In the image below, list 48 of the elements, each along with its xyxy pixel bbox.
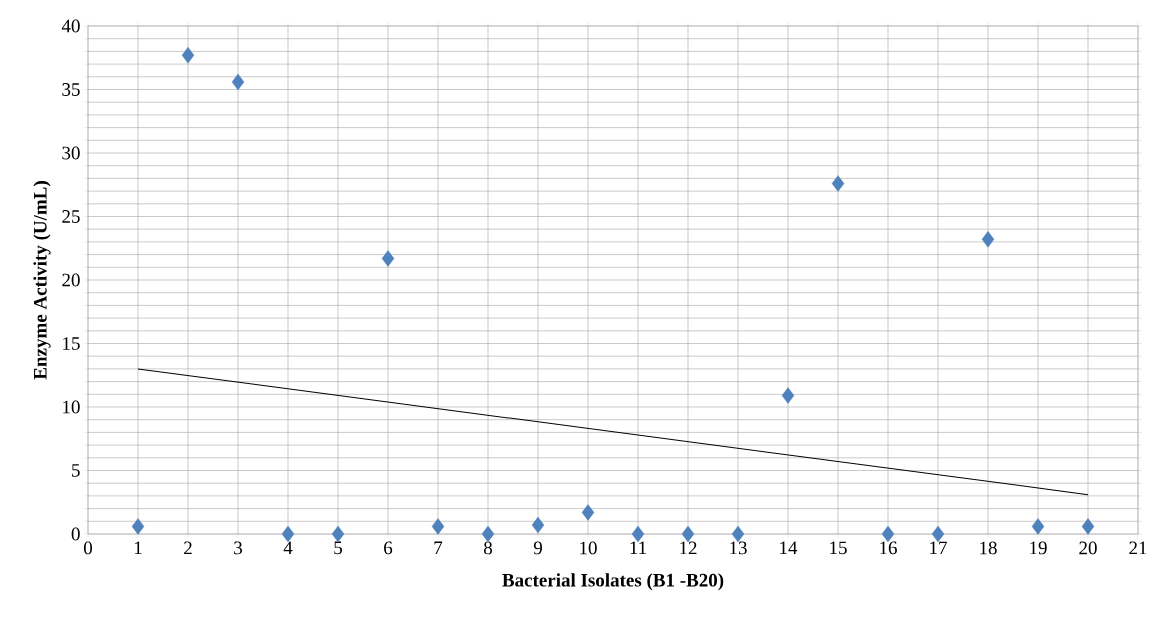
point bbox=[381, 250, 395, 267]
x-tick-label: 4 bbox=[283, 541, 293, 555]
point bbox=[281, 525, 295, 543]
point bbox=[181, 47, 195, 64]
x-tick-label: 16 bbox=[880, 541, 897, 555]
point bbox=[131, 518, 145, 535]
y-tick-label: 25 bbox=[62, 210, 80, 223]
point bbox=[581, 504, 595, 521]
x-tick-label: 19 bbox=[1030, 541, 1047, 555]
x-tick-label: 0 bbox=[83, 541, 93, 555]
y-tick-label: 10 bbox=[63, 400, 80, 414]
y-tick-label: 15 bbox=[63, 337, 80, 350]
x-tick-label: 20 bbox=[1079, 541, 1097, 555]
x-tick-label: 18 bbox=[980, 541, 997, 555]
point bbox=[831, 175, 845, 192]
x-tick-label: 21 bbox=[1129, 541, 1147, 555]
y-tick-label: 35 bbox=[62, 83, 80, 96]
x-tick-label: 10 bbox=[580, 541, 597, 555]
y-tick-label: 20 bbox=[62, 273, 80, 287]
x-tick-label: 11 bbox=[630, 541, 647, 555]
x-tick-label: 13 bbox=[730, 541, 747, 555]
y-axis-title: Enzyme Activity (U/mL) bbox=[33, 181, 51, 380]
x-axis-title: Bacterial Isolates (B1 -B20) bbox=[502, 573, 724, 591]
x-tick-label: 5 bbox=[334, 541, 343, 555]
x-tick-label: 6 bbox=[384, 541, 393, 555]
x-tick-label: 1 bbox=[134, 541, 142, 555]
x-tick-label: 14 bbox=[780, 541, 798, 555]
point bbox=[1081, 518, 1095, 535]
x-tick-label: 3 bbox=[234, 541, 243, 555]
point bbox=[781, 387, 795, 404]
x-tick-label: 2 bbox=[184, 541, 192, 555]
point bbox=[1031, 518, 1045, 535]
point bbox=[331, 525, 345, 543]
y-tick-label: 40 bbox=[61, 19, 80, 33]
y-tick-label: 30 bbox=[62, 146, 80, 160]
point bbox=[231, 73, 245, 91]
x-tick-label: 15 bbox=[830, 541, 847, 555]
x-tick-label: 7 bbox=[434, 541, 443, 554]
x-tick-label: 12 bbox=[680, 541, 697, 555]
x-tick-label: 8 bbox=[483, 541, 493, 555]
x-tick-label: 17 bbox=[930, 541, 947, 555]
point bbox=[531, 516, 545, 534]
y-tick-label: 5 bbox=[72, 464, 80, 477]
point bbox=[481, 525, 495, 543]
point bbox=[981, 231, 995, 248]
y-tick-label: 0 bbox=[71, 527, 80, 541]
x-tick-label: 9 bbox=[533, 541, 542, 555]
point bbox=[431, 518, 445, 535]
